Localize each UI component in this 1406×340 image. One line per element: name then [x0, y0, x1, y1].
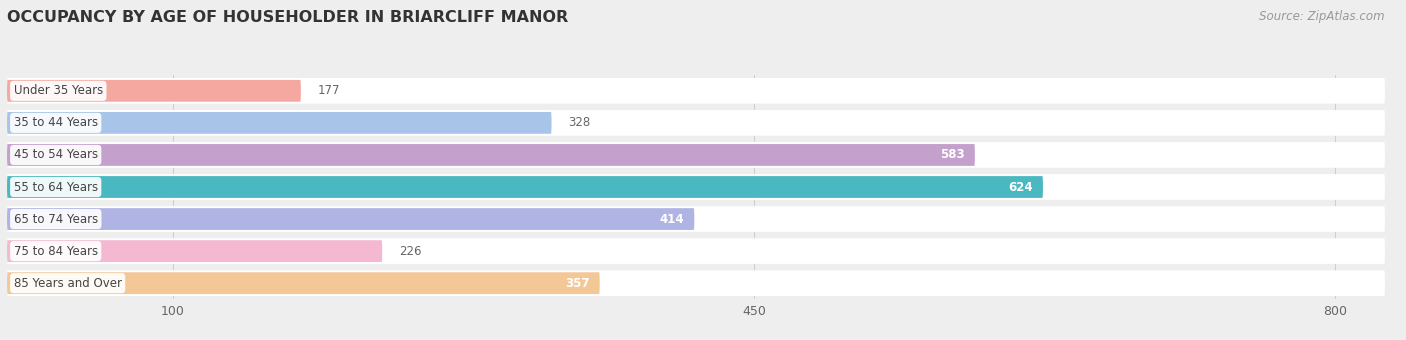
FancyBboxPatch shape — [7, 144, 974, 166]
FancyBboxPatch shape — [7, 206, 1385, 232]
Text: Source: ZipAtlas.com: Source: ZipAtlas.com — [1260, 10, 1385, 23]
Text: 85 Years and Over: 85 Years and Over — [14, 277, 122, 290]
FancyBboxPatch shape — [7, 174, 1385, 200]
FancyBboxPatch shape — [7, 142, 1385, 168]
FancyBboxPatch shape — [7, 110, 1385, 136]
FancyBboxPatch shape — [7, 238, 1385, 264]
Text: 226: 226 — [399, 244, 422, 258]
FancyBboxPatch shape — [7, 112, 551, 134]
Text: 45 to 54 Years: 45 to 54 Years — [14, 149, 98, 162]
FancyBboxPatch shape — [7, 270, 1385, 296]
FancyBboxPatch shape — [7, 208, 695, 230]
Text: Under 35 Years: Under 35 Years — [14, 84, 103, 97]
FancyBboxPatch shape — [7, 176, 1043, 198]
Text: 75 to 84 Years: 75 to 84 Years — [14, 244, 98, 258]
FancyBboxPatch shape — [7, 240, 382, 262]
Text: 35 to 44 Years: 35 to 44 Years — [14, 116, 98, 130]
FancyBboxPatch shape — [7, 272, 600, 294]
Text: 414: 414 — [659, 212, 685, 225]
Text: 583: 583 — [941, 149, 965, 162]
Text: 55 to 64 Years: 55 to 64 Years — [14, 181, 98, 193]
FancyBboxPatch shape — [7, 78, 1385, 104]
Text: OCCUPANCY BY AGE OF HOUSEHOLDER IN BRIARCLIFF MANOR: OCCUPANCY BY AGE OF HOUSEHOLDER IN BRIAR… — [7, 10, 568, 25]
FancyBboxPatch shape — [7, 80, 301, 102]
Text: 65 to 74 Years: 65 to 74 Years — [14, 212, 98, 225]
Text: 624: 624 — [1008, 181, 1033, 193]
Text: 328: 328 — [568, 116, 591, 130]
Text: 357: 357 — [565, 277, 589, 290]
Text: 177: 177 — [318, 84, 340, 97]
